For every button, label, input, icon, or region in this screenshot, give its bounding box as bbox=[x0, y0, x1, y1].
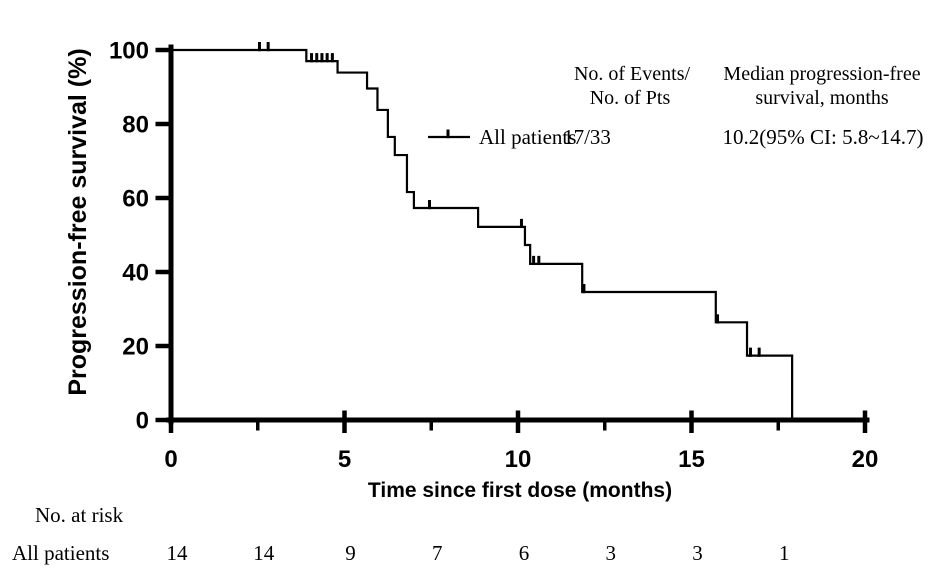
x-axis-tick-labels: 0 5 10 15 20 bbox=[164, 446, 878, 473]
risk-count: 6 bbox=[519, 541, 530, 565]
risk-count: 3 bbox=[692, 541, 703, 565]
risk-row-counts: 14 14 9 7 6 3 3 1 bbox=[167, 541, 790, 565]
y-tick-label: 40 bbox=[122, 260, 149, 287]
x-axis-ticks bbox=[168, 410, 868, 433]
risk-count: 7 bbox=[432, 541, 443, 565]
y-tick-label: 60 bbox=[122, 186, 149, 213]
x-tick-label: 0 bbox=[164, 446, 177, 473]
y-axis-ticks bbox=[155, 47, 171, 423]
y-tick-label: 20 bbox=[122, 334, 149, 361]
risk-count: 3 bbox=[606, 541, 617, 565]
y-tick-label: 80 bbox=[122, 112, 149, 139]
risk-count: 1 bbox=[779, 541, 790, 565]
x-tick-label: 10 bbox=[505, 446, 532, 473]
y-axis-tick-labels: 0 20 40 60 80 100 bbox=[109, 38, 149, 435]
risk-count: 14 bbox=[253, 541, 275, 565]
x-axis-title: Time since first dose (months) bbox=[368, 479, 672, 502]
censor-tick-marks bbox=[257, 42, 761, 357]
events-header-line1: No. of Events/ bbox=[574, 63, 691, 85]
risk-count: 9 bbox=[345, 541, 356, 565]
y-tick-label: 100 bbox=[109, 38, 149, 65]
median-header-line2: survival, months bbox=[755, 87, 889, 109]
legend-events-value: 17/33 bbox=[563, 125, 611, 149]
km-curve-all-patients bbox=[171, 48, 794, 420]
y-axis-title: Progression-free survival (%) bbox=[64, 48, 92, 395]
x-tick-label: 15 bbox=[678, 446, 705, 473]
risk-row-label: All patients bbox=[12, 541, 109, 565]
legend-series-symbol bbox=[428, 129, 470, 139]
risk-table: No. at risk All patients 14 14 9 7 6 3 3 1 bbox=[12, 503, 790, 565]
legend-series-label: All patients bbox=[479, 125, 576, 149]
risk-table-title: No. at risk bbox=[35, 503, 124, 527]
events-header-line2: No. of Pts bbox=[590, 87, 671, 109]
y-tick-label: 0 bbox=[136, 408, 149, 435]
x-tick-label: 20 bbox=[852, 446, 879, 473]
risk-count: 14 bbox=[167, 541, 189, 565]
median-header-line1: Median progression-free bbox=[723, 63, 920, 85]
legend-median-value: 10.2(95% CI: 5.8~14.7) bbox=[723, 125, 924, 149]
legend-table: No. of Events/ No. of Pts Median progres… bbox=[428, 63, 923, 149]
x-tick-label: 5 bbox=[338, 446, 351, 473]
